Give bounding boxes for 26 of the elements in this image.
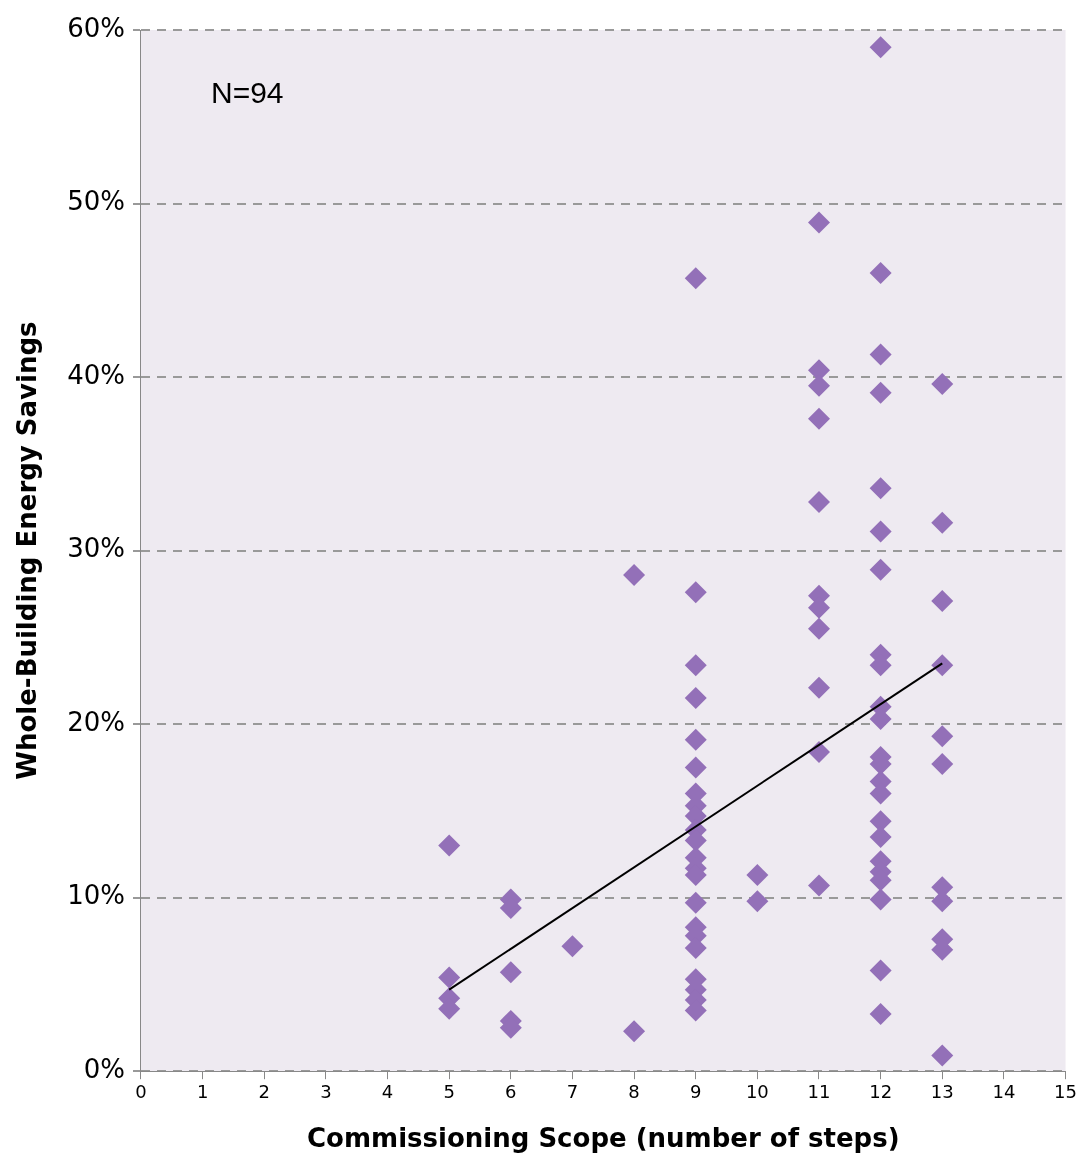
- y-tick-label: 40%: [67, 359, 125, 390]
- x-tick-label: 1: [196, 1080, 209, 1102]
- y-axis-title: Whole-Building Energy Savings: [12, 321, 43, 780]
- y-tick-label: 60%: [67, 12, 125, 43]
- x-tick-label: 2: [258, 1080, 270, 1102]
- x-tick-label: 6: [505, 1080, 517, 1102]
- x-tick-label: 14: [992, 1080, 1016, 1102]
- y-tick-label: 30%: [67, 533, 125, 564]
- y-tick-label: 0%: [83, 1053, 125, 1084]
- y-tick-label: 10%: [67, 880, 125, 911]
- y-tick-label: 20%: [67, 706, 125, 737]
- x-tick-label: 0: [135, 1080, 147, 1102]
- annotation: N=94: [210, 76, 284, 110]
- x-tick-label: 8: [628, 1080, 640, 1102]
- x-tick-label: 3: [320, 1080, 332, 1102]
- x-tick-label: 13: [930, 1080, 954, 1102]
- x-tick-label: 7: [566, 1080, 579, 1102]
- x-tick-label: 4: [381, 1080, 394, 1102]
- x-tick-label: 12: [869, 1080, 893, 1102]
- x-tick-label: 9: [690, 1080, 702, 1102]
- y-tick-label: 50%: [67, 186, 125, 217]
- x-tick-label: 5: [443, 1080, 455, 1102]
- x-tick-label: 15: [1054, 1080, 1077, 1102]
- x-axis-title: Commissioning Scope (number of steps): [307, 1123, 900, 1154]
- x-tick-label: 10: [745, 1080, 769, 1102]
- x-tick-label: 11: [807, 1080, 831, 1102]
